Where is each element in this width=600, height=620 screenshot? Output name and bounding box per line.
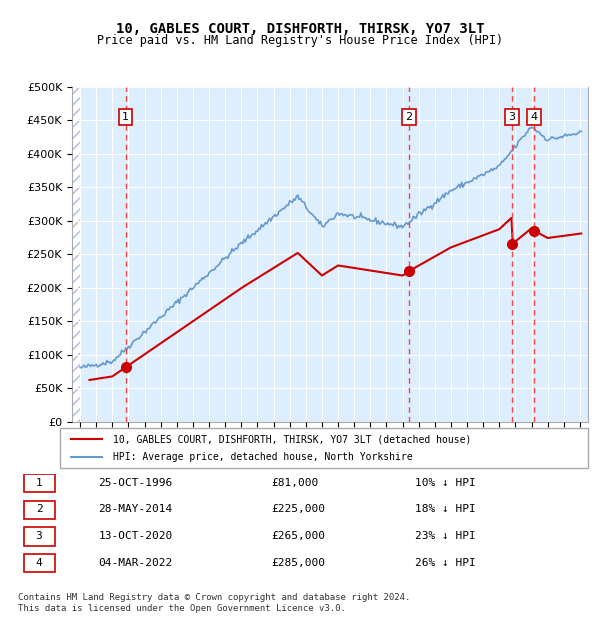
Text: 28-MAY-2014: 28-MAY-2014 (98, 504, 173, 515)
Text: 10, GABLES COURT, DISHFORTH, THIRSK, YO7 3LT: 10, GABLES COURT, DISHFORTH, THIRSK, YO7… (116, 22, 484, 36)
Text: £81,000: £81,000 (271, 478, 319, 488)
Text: 3: 3 (35, 531, 43, 541)
Text: 2: 2 (35, 504, 43, 515)
Text: 1: 1 (122, 112, 129, 122)
FancyBboxPatch shape (23, 474, 55, 492)
Text: HPI: Average price, detached house, North Yorkshire: HPI: Average price, detached house, Nort… (113, 452, 412, 462)
Text: 04-MAR-2022: 04-MAR-2022 (98, 557, 173, 567)
FancyBboxPatch shape (60, 428, 588, 468)
Text: 25-OCT-1996: 25-OCT-1996 (98, 478, 173, 488)
Text: Contains HM Land Registry data © Crown copyright and database right 2024.
This d: Contains HM Land Registry data © Crown c… (18, 593, 410, 613)
FancyBboxPatch shape (23, 528, 55, 546)
Text: £225,000: £225,000 (271, 504, 325, 515)
Text: 18% ↓ HPI: 18% ↓ HPI (415, 504, 476, 515)
Text: 4: 4 (531, 112, 538, 122)
Text: 3: 3 (509, 112, 515, 122)
Text: Price paid vs. HM Land Registry's House Price Index (HPI): Price paid vs. HM Land Registry's House … (97, 34, 503, 47)
Text: 1: 1 (35, 478, 43, 488)
Text: 13-OCT-2020: 13-OCT-2020 (98, 531, 173, 541)
Text: 26% ↓ HPI: 26% ↓ HPI (415, 557, 476, 567)
Text: 4: 4 (35, 557, 43, 567)
FancyBboxPatch shape (23, 501, 55, 519)
Text: £285,000: £285,000 (271, 557, 325, 567)
Text: £265,000: £265,000 (271, 531, 325, 541)
Text: 2: 2 (406, 112, 413, 122)
Text: 10% ↓ HPI: 10% ↓ HPI (415, 478, 476, 488)
Text: 10, GABLES COURT, DISHFORTH, THIRSK, YO7 3LT (detached house): 10, GABLES COURT, DISHFORTH, THIRSK, YO7… (113, 434, 471, 444)
Bar (72, 87, 80, 422)
Text: 23% ↓ HPI: 23% ↓ HPI (415, 531, 476, 541)
FancyBboxPatch shape (23, 554, 55, 572)
